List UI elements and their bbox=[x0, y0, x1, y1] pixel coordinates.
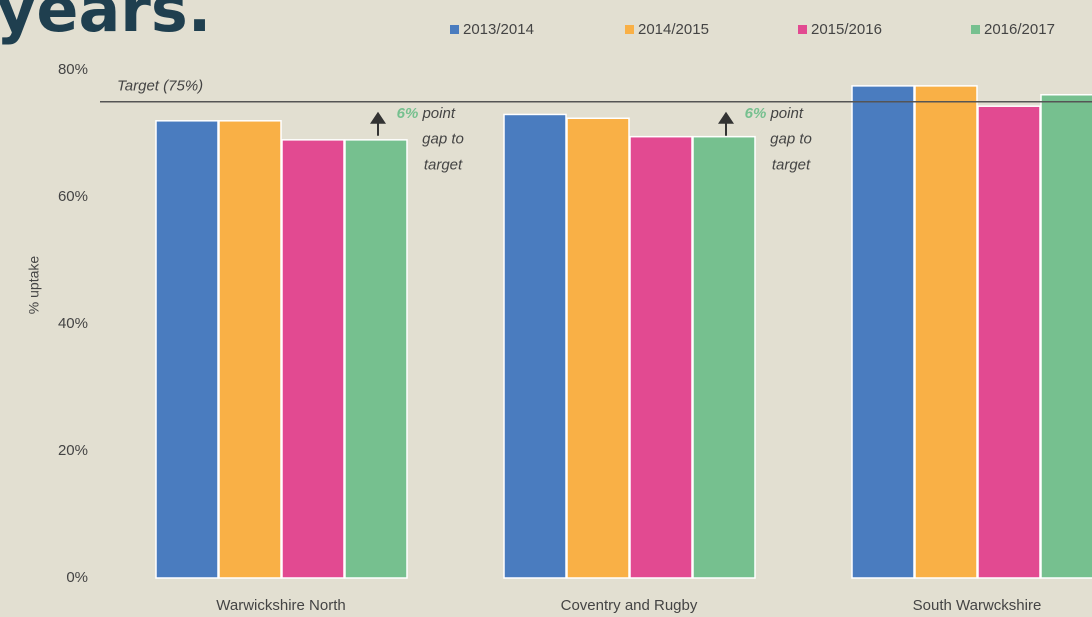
annotation-arrowhead bbox=[370, 111, 386, 124]
annotation: 6% point bbox=[745, 105, 804, 122]
bar bbox=[503, 113, 567, 579]
y-tick-label: 80% bbox=[58, 61, 88, 78]
bar bbox=[155, 120, 219, 579]
bar bbox=[851, 85, 915, 579]
bar bbox=[281, 139, 345, 579]
y-axis-label: % uptake bbox=[26, 256, 42, 315]
x-tick-label: Coventry and Rugby bbox=[561, 597, 698, 614]
legend-swatch bbox=[971, 25, 980, 34]
annotation-arrowhead bbox=[718, 111, 734, 124]
legend-swatch bbox=[450, 25, 459, 34]
bar bbox=[692, 135, 756, 579]
y-tick-label: 60% bbox=[58, 188, 88, 205]
bar bbox=[218, 120, 282, 579]
bar bbox=[344, 139, 408, 579]
bar bbox=[629, 135, 693, 579]
legend-label: 2015/2016 bbox=[811, 21, 882, 38]
legend-label: 2014/2015 bbox=[638, 21, 709, 38]
bar bbox=[566, 117, 630, 579]
legend-label: 2016/2017 bbox=[984, 21, 1055, 38]
legend-swatch bbox=[625, 25, 634, 34]
x-tick-label: Warwickshire North bbox=[216, 597, 345, 614]
annotation-text: point bbox=[421, 105, 455, 122]
chart-title: years. bbox=[0, 0, 211, 46]
legend-label: 2013/2014 bbox=[463, 21, 534, 38]
bar bbox=[977, 105, 1041, 579]
legend-swatch bbox=[798, 25, 807, 34]
bar bbox=[1040, 94, 1092, 579]
bar bbox=[914, 85, 978, 579]
x-tick-label: South Warwckshire bbox=[913, 597, 1042, 614]
annotation: target bbox=[424, 157, 463, 174]
annotation: gap to bbox=[422, 131, 464, 148]
annotation: gap to bbox=[770, 131, 812, 148]
annotation-highlight: 6% bbox=[745, 105, 767, 122]
y-tick-label: 0% bbox=[66, 569, 88, 586]
target-label: Target (75%) bbox=[117, 78, 203, 95]
annotation: target bbox=[772, 157, 811, 174]
annotation: 6% point bbox=[397, 105, 456, 122]
y-tick-label: 20% bbox=[58, 442, 88, 459]
annotation-highlight: 6% bbox=[397, 105, 419, 122]
y-tick-label: 40% bbox=[58, 315, 88, 332]
annotation-text: point bbox=[769, 105, 803, 122]
